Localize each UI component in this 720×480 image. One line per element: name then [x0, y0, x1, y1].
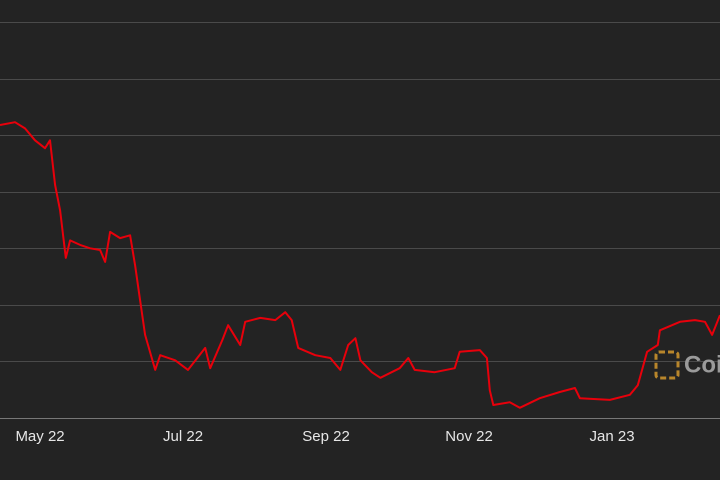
- x-tick-label: Jul 22: [163, 428, 203, 445]
- price-line: [0, 121, 720, 409]
- x-tick-label: Jan 23: [590, 428, 635, 445]
- x-tick-label: Nov 22: [445, 428, 493, 445]
- watermark: Coi: [654, 350, 720, 380]
- grid: [0, 22, 720, 419]
- watermark-logo: [654, 350, 680, 380]
- x-tick-label: May 22: [15, 428, 64, 445]
- x-tick-label: Sep 22: [302, 428, 350, 445]
- watermark-text: Coi: [684, 351, 720, 378]
